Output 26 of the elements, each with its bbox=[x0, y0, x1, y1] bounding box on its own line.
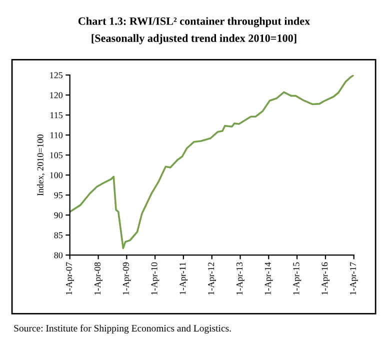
y-tick-label: 115 bbox=[50, 112, 63, 118]
x-tick-label: 1-Apr-12 bbox=[208, 262, 216, 295]
y-tick-label: 90 bbox=[54, 212, 63, 218]
source-note: Source: Institute for Shipping Economics and Logistics. bbox=[14, 324, 231, 334]
x-tick-label: 1-Apr-16 bbox=[322, 262, 330, 295]
y-tick-label: 80 bbox=[54, 252, 63, 258]
chart-subtitle: [Seasonally adjusted trend index 2010=100] bbox=[92, 34, 296, 44]
x-tick-label: 1-Apr-09 bbox=[122, 262, 131, 295]
line-series bbox=[70, 75, 354, 250]
x-tick-label: 1-Apr-13 bbox=[236, 262, 244, 295]
y-tick-label: 95 bbox=[54, 192, 63, 198]
y-tick-label: 85 bbox=[54, 232, 63, 238]
y-tick-label: 100 bbox=[50, 172, 63, 178]
y-tick-label: 125 bbox=[50, 72, 63, 78]
x-tick-label: 1-Apr-07 bbox=[66, 262, 74, 295]
x-tick-label: 1-Apr-11 bbox=[180, 262, 188, 294]
y-tick-label: 110 bbox=[50, 132, 63, 138]
x-tick-label: 1-Apr-14 bbox=[264, 262, 273, 295]
y-axis-title: Index, 2010=100 bbox=[37, 134, 45, 196]
x-tick-label: 1-Apr-17 bbox=[350, 262, 358, 295]
y-tick-label: 105 bbox=[50, 152, 63, 158]
x-tick-label: 1-Apr-08 bbox=[94, 262, 102, 295]
x-tick-label: 1-Apr-10 bbox=[151, 262, 160, 295]
chart-title: Chart 1.3: RWI/ISL² container throughput index bbox=[78, 17, 310, 28]
x-tick-label: 1-Apr-15 bbox=[293, 262, 302, 295]
y-tick-label: 120 bbox=[50, 92, 63, 98]
